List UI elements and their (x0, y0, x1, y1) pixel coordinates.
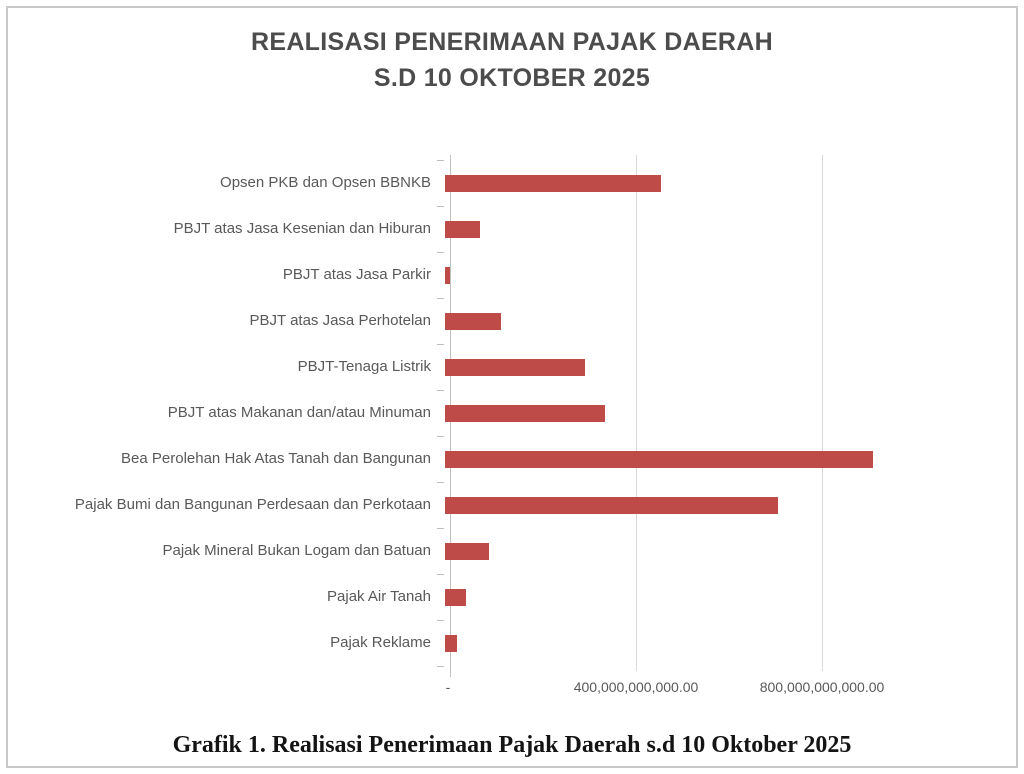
bar (445, 404, 606, 422)
chart-row: PBJT atas Jasa Kesenian dan Hiburan (8, 206, 1020, 252)
bar (445, 542, 490, 560)
chart-row: PBJT-Tenaga Listrik (8, 344, 1020, 390)
bar (445, 174, 662, 192)
category-axis-tick (437, 528, 444, 529)
category-label: Pajak Reklame (330, 633, 431, 651)
category-axis-tick (437, 206, 444, 207)
category-axis-tick (437, 344, 444, 345)
chart-title: REALISASI PENERIMAAN PAJAK DAERAH S.D 10… (8, 24, 1016, 96)
category-label: PBJT atas Jasa Parkir (282, 265, 431, 283)
category-axis-tick (437, 160, 444, 161)
x-axis-tick-label: 800,000,000,000.00 (759, 679, 885, 695)
category-axis-tick (437, 574, 444, 575)
bar (445, 634, 457, 652)
category-label: PBJT-Tenaga Listrik (297, 357, 431, 375)
gridline (822, 155, 823, 671)
chart-row: PBJT atas Makanan dan/atau Minuman (8, 390, 1020, 436)
category-label: Bea Perolehan Hak Atas Tanah dan Banguna… (121, 449, 431, 467)
bar-chart: Opsen PKB dan Opsen BBNKB PBJT atas Jasa … (8, 155, 1020, 695)
category-axis-tick (437, 620, 444, 621)
chart-row: Bea Perolehan Hak Atas Tanah dan Banguna… (8, 436, 1020, 482)
chart-title-line2: S.D 10 OKTOBER 2025 (373, 64, 651, 92)
chart-row: Pajak Bumi dan Bangunan Perdesaan dan Pe… (8, 482, 1020, 528)
category-axis-tick (437, 436, 444, 437)
category-axis-tick (437, 390, 444, 391)
chart-row: Pajak Mineral Bukan Logam dan Batuan (8, 528, 1020, 574)
bar (445, 588, 466, 606)
bar (445, 358, 585, 376)
x-axis-tick-label: - (445, 679, 451, 695)
category-label: PBJT atas Jasa Kesenian dan Hiburan (173, 219, 431, 237)
gridline (636, 155, 637, 671)
bar (445, 220, 480, 238)
chart-row: Opsen PKB dan Opsen BBNKB (8, 160, 1020, 206)
chart-row: Pajak Air Tanah (8, 574, 1020, 620)
category-label: Opsen PKB dan Opsen BBNKB (220, 173, 431, 191)
bar (445, 450, 873, 468)
category-axis-tick (437, 666, 444, 667)
category-axis-tick (437, 298, 444, 299)
category-axis-tick (437, 482, 444, 483)
category-label: PBJT atas Jasa Perhotelan (249, 311, 432, 329)
chart-row: PBJT atas Jasa Parkir (8, 252, 1020, 298)
chart-row: PBJT atas Jasa Perhotelan (8, 298, 1020, 344)
bar (445, 266, 451, 284)
category-label: PBJT atas Makanan dan/atau Minuman (167, 403, 431, 421)
chart-row: Pajak Reklame (8, 620, 1020, 666)
category-axis-tick (437, 252, 444, 253)
x-axis-tick-label: 400,000,000,000.00 (573, 679, 699, 695)
figure-frame: REALISASI PENERIMAAN PAJAK DAERAH S.D 10… (6, 6, 1018, 768)
category-label: Pajak Bumi dan Bangunan Perdesaan dan Pe… (74, 495, 431, 513)
chart-title-line1: REALISASI PENERIMAAN PAJAK DAERAH (251, 28, 773, 56)
bar (445, 496, 778, 514)
category-label: Pajak Mineral Bukan Logam dan Batuan (162, 541, 431, 559)
bar (445, 312, 501, 330)
figure-caption: Grafik 1. Realisasi Penerimaan Pajak Dae… (172, 732, 852, 758)
category-label: Pajak Air Tanah (327, 587, 431, 605)
